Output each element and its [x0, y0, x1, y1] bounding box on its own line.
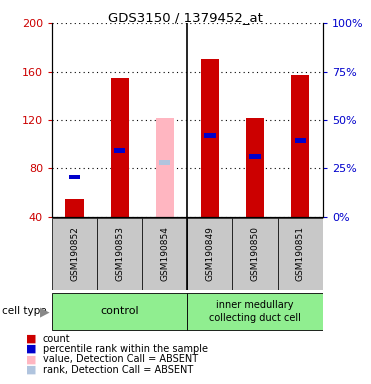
Text: rank, Detection Call = ABSENT: rank, Detection Call = ABSENT [43, 365, 193, 375]
FancyBboxPatch shape [187, 293, 323, 330]
Bar [52, 218, 97, 290]
Text: control: control [100, 306, 139, 316]
Bar [278, 218, 323, 290]
Bar [66, 199, 83, 217]
Bar [204, 133, 216, 138]
Text: ▶: ▶ [40, 305, 50, 318]
Text: ■: ■ [26, 354, 36, 364]
Text: ■: ■ [26, 334, 36, 344]
Text: GSM190850: GSM190850 [250, 226, 260, 281]
Text: cell type: cell type [2, 306, 46, 316]
Text: GSM190853: GSM190853 [115, 226, 124, 281]
Text: GSM190852: GSM190852 [70, 227, 79, 281]
Text: percentile rank within the sample: percentile rank within the sample [43, 344, 208, 354]
Bar [156, 118, 174, 217]
Bar [187, 218, 233, 290]
Text: ■: ■ [26, 365, 36, 375]
Bar [291, 75, 309, 217]
Bar [249, 154, 261, 159]
Text: GSM190849: GSM190849 [206, 227, 214, 281]
Bar [159, 160, 170, 165]
Text: GSM190854: GSM190854 [160, 227, 169, 281]
Text: GDS3150 / 1379452_at: GDS3150 / 1379452_at [108, 11, 263, 24]
Bar [111, 78, 129, 217]
Bar [246, 118, 264, 217]
Bar [295, 138, 306, 143]
Text: GSM190851: GSM190851 [296, 226, 305, 281]
FancyBboxPatch shape [52, 293, 187, 330]
Bar [97, 218, 142, 290]
Text: value, Detection Call = ABSENT: value, Detection Call = ABSENT [43, 354, 198, 364]
Bar [201, 60, 219, 217]
Text: ■: ■ [26, 344, 36, 354]
Text: count: count [43, 334, 70, 344]
Bar [69, 175, 80, 179]
Bar [142, 218, 187, 290]
Bar [233, 218, 278, 290]
Text: inner medullary
collecting duct cell: inner medullary collecting duct cell [209, 300, 301, 323]
Bar [114, 148, 125, 153]
